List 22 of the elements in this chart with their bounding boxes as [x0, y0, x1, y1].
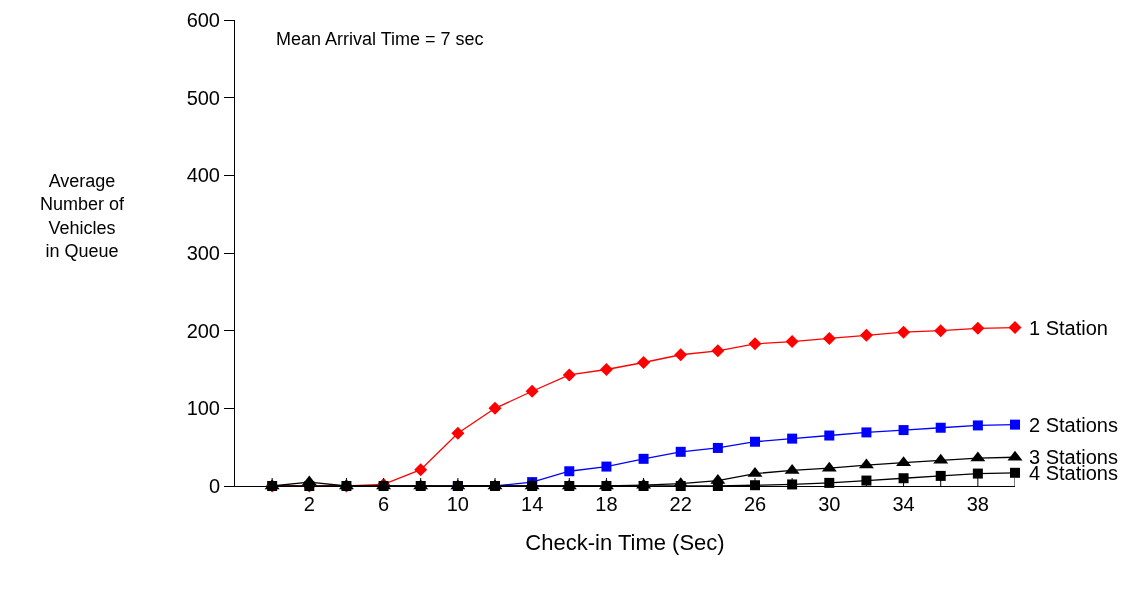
x-tick-label: 22	[669, 493, 692, 515]
x-tick-label: 14	[521, 493, 544, 515]
x-tick-label: 38	[966, 493, 989, 515]
y-tick-label: 0	[208, 475, 220, 497]
x-tick-label: 18	[595, 493, 618, 515]
y-tick-label: 200	[186, 319, 220, 342]
y-tick-label: 500	[186, 86, 220, 109]
y-tick-label: 100	[186, 397, 220, 420]
x-tick-label: 34	[892, 493, 915, 515]
annotation: Mean Arrival Time = 7 sec	[276, 29, 484, 49]
x-tick-label: 2	[303, 493, 315, 515]
y-tick-label: 600	[186, 9, 220, 31]
y-axis-title: Average Number of Vehicles in Queue	[40, 171, 126, 262]
x-tick-label: 26	[743, 493, 767, 515]
y-tick-label: 300	[186, 242, 220, 264]
series-label: 2 Stations	[1029, 414, 1118, 436]
x-tick-label: 10	[446, 493, 469, 515]
x-tick-label: 6	[378, 493, 390, 515]
x-axis-title: Check-in Time (Sec)	[525, 529, 725, 555]
y-tick-label: 400	[186, 164, 220, 187]
x-tick-label: 30	[818, 493, 841, 515]
series-label: 1 Station	[1029, 317, 1108, 339]
